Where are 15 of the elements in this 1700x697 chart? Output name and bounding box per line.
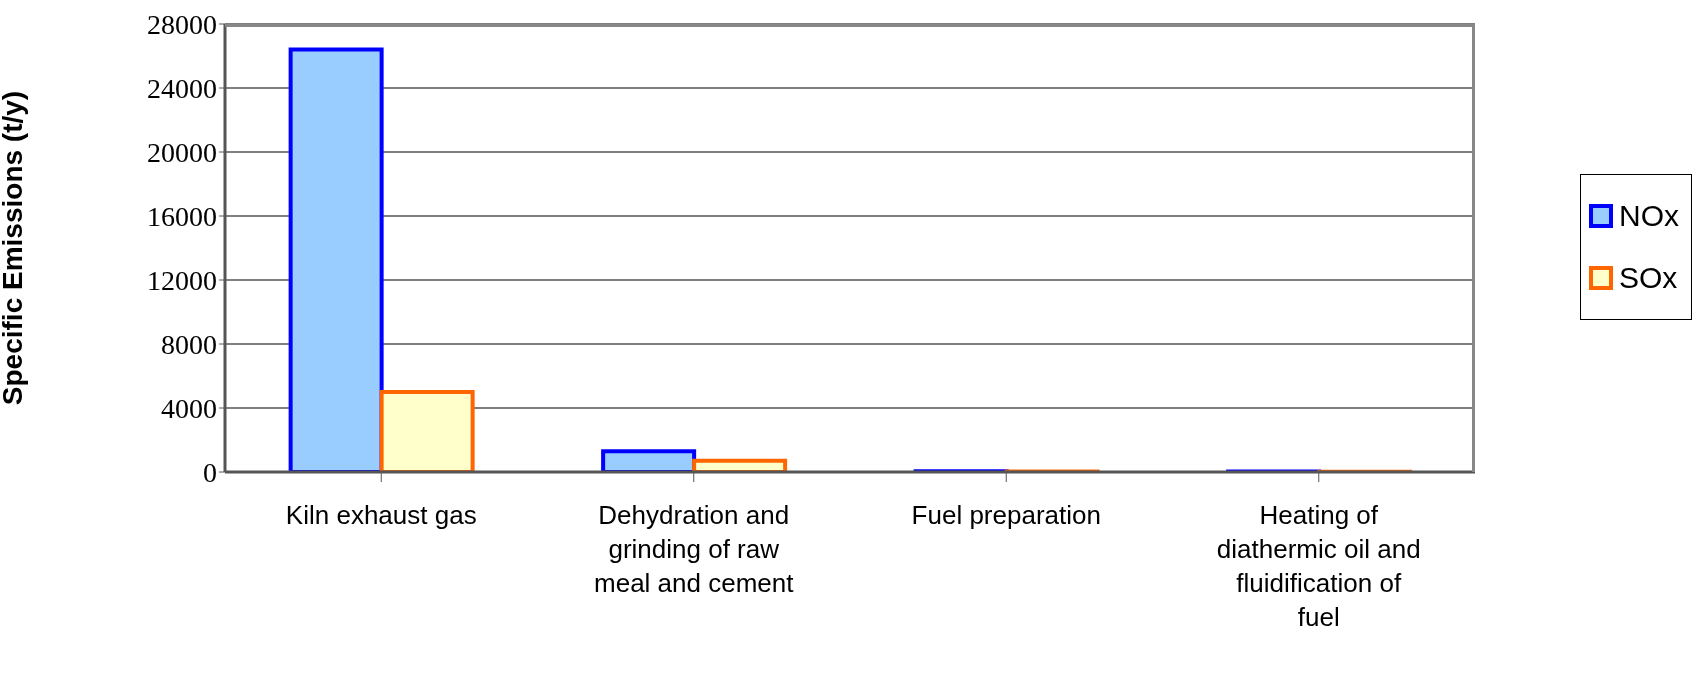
legend-label: NOx (1619, 199, 1679, 233)
x-tick-label: Heating of diathermic oil and fluidification of fuel (1216, 500, 1421, 632)
y-tick-label: 28000 (147, 8, 217, 40)
x-tick-label: Dehydration and grinding of raw meal and cement (594, 500, 795, 598)
y-tick-label: 24000 (147, 72, 217, 104)
y-tick-label: 12000 (147, 264, 217, 296)
x-tick-label: Fuel preparation (911, 500, 1101, 530)
x-tick-label: Kiln exhaust gas (285, 500, 477, 530)
y-tick-label: 4000 (161, 392, 217, 424)
y-tick-label: 0 (203, 456, 217, 488)
y-axis-title: Specific Emissions (t/y) (0, 90, 28, 406)
y-tick-label: 8000 (161, 328, 217, 360)
legend-label: SOx (1619, 261, 1678, 295)
y-tick-label: 16000 (147, 200, 217, 232)
y-tick-label: 20000 (147, 136, 217, 168)
